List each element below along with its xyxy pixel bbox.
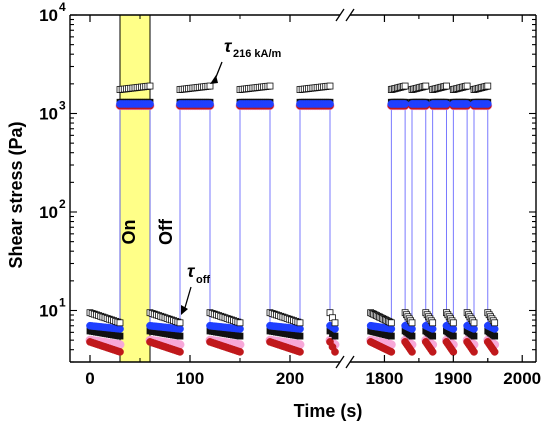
x-tick-label: 2000 [503, 369, 541, 388]
data-point-red-circle [408, 348, 416, 356]
data-point-open-square [484, 82, 492, 90]
data-point-blue-circle [490, 325, 499, 333]
data-point-blue-circle [470, 325, 478, 333]
data-point-black-square [449, 332, 457, 340]
tick-marks-layer [70, 14, 536, 363]
tau-on-arrowhead [210, 75, 218, 84]
data-point-black-square [429, 332, 437, 340]
data-point-open-square [266, 82, 274, 90]
tau-on-subscript: 216 kA/m [233, 48, 282, 60]
data-point-open-square [146, 82, 154, 90]
data-point-blue-circle [146, 100, 154, 108]
data-point-blue-circle [401, 100, 409, 108]
y-tick-label: 10 [39, 104, 58, 123]
data-point-blue-circle [236, 325, 244, 333]
data-point-blue-circle [442, 100, 451, 108]
data-point-open-square [236, 319, 244, 327]
axes-frame [69, 8, 537, 369]
connecting-lines-layer [119, 102, 489, 329]
y-axis-label: Shear stress (Pa) [6, 121, 26, 268]
data-point-blue-circle [449, 325, 458, 333]
data-point-open-square [491, 319, 499, 327]
tau-on-symbol: τ [224, 36, 233, 56]
data-point-open-square [470, 319, 478, 327]
data-point-black-square [331, 332, 339, 340]
field-on-band-layer [119, 14, 151, 363]
data-point-open-square [422, 82, 430, 90]
data-point-black-square [387, 332, 395, 340]
data-point-blue-circle [421, 100, 430, 108]
data-point-blue-circle [331, 325, 339, 333]
data-point-open-square [401, 82, 409, 90]
x-tick-label: 1800 [366, 369, 404, 388]
data-point-red-circle [449, 348, 458, 356]
tau-off-arrowhead [181, 305, 188, 315]
data-point-open-square [206, 82, 214, 90]
y-tick-label-exponent: 2 [59, 197, 66, 211]
axis-break-mark-bottom [345, 355, 355, 369]
data-point-blue-circle [387, 325, 396, 333]
x-tick-label: 100 [176, 369, 204, 388]
data-point-blue-circle [176, 325, 184, 333]
y-tick-label-exponent: 1 [59, 295, 66, 309]
data-point-red-circle [428, 348, 437, 356]
data-point-open-square [463, 82, 471, 90]
data-point-open-square [296, 319, 304, 327]
x-tick-label: 0 [85, 369, 94, 388]
data-point-red-circle [296, 348, 304, 356]
data-point-open-square [116, 319, 124, 327]
on-label: On [119, 220, 139, 245]
x-axis-label: Time (s) [294, 401, 363, 421]
axis-break-mark-top [345, 8, 355, 22]
data-point-red-circle [387, 348, 396, 356]
y-tick-label: 10 [39, 6, 58, 25]
data-point-black-square [116, 332, 124, 340]
data-point-blue-circle [206, 100, 214, 108]
data-point-open-square [443, 82, 450, 90]
data-point-blue-circle [326, 100, 334, 108]
data-point-red-circle [490, 348, 499, 356]
data-point-open-square [331, 319, 339, 327]
data-point-open-square [449, 319, 457, 327]
data-point-black-square [296, 332, 304, 340]
x-tick-label: 200 [276, 369, 304, 388]
data-point-black-square [408, 332, 416, 340]
data-point-red-circle [176, 348, 184, 356]
data-point-black-square [491, 332, 499, 340]
tick-labels-layer: 10 110 210 310 40 100 200 1800 1900 2000 [39, 0, 541, 388]
data-point-red-circle [470, 348, 478, 356]
data-point-blue-circle [266, 100, 274, 108]
data-point-red-circle [236, 348, 244, 356]
data-point-blue-circle [463, 100, 471, 108]
x-tick-label: 1900 [434, 369, 472, 388]
data-markers-layer [85, 82, 500, 356]
axis-break-mark-bottom [335, 355, 345, 369]
tau-off-subscript: off [196, 274, 210, 286]
data-point-red-circle [116, 348, 124, 356]
data-point-open-square [408, 319, 416, 327]
data-point-open-square [176, 319, 184, 327]
data-point-open-square [429, 319, 437, 327]
y-tick-label-exponent: 4 [59, 0, 66, 14]
axis-break-mark-top [335, 8, 345, 22]
data-point-blue-circle [116, 325, 124, 333]
tau-off-symbol: τ [187, 261, 196, 281]
y-tick-label: 10 [39, 301, 58, 320]
off-label: Off [156, 218, 176, 245]
data-point-black-square [236, 332, 244, 340]
field-on-band [119, 14, 151, 363]
data-point-blue-circle [483, 100, 492, 108]
y-tick-label-exponent: 3 [59, 98, 66, 112]
data-point-open-square [387, 319, 395, 327]
data-point-blue-circle [428, 325, 437, 333]
data-point-black-square [176, 332, 184, 340]
y-tick-label: 10 [39, 203, 58, 222]
data-point-blue-circle [296, 325, 304, 333]
data-point-red-circle [331, 348, 339, 356]
tau-off-arrow [183, 286, 192, 312]
data-point-black-square [470, 332, 478, 340]
data-point-open-square [326, 82, 334, 90]
data-point-blue-circle [408, 325, 416, 333]
